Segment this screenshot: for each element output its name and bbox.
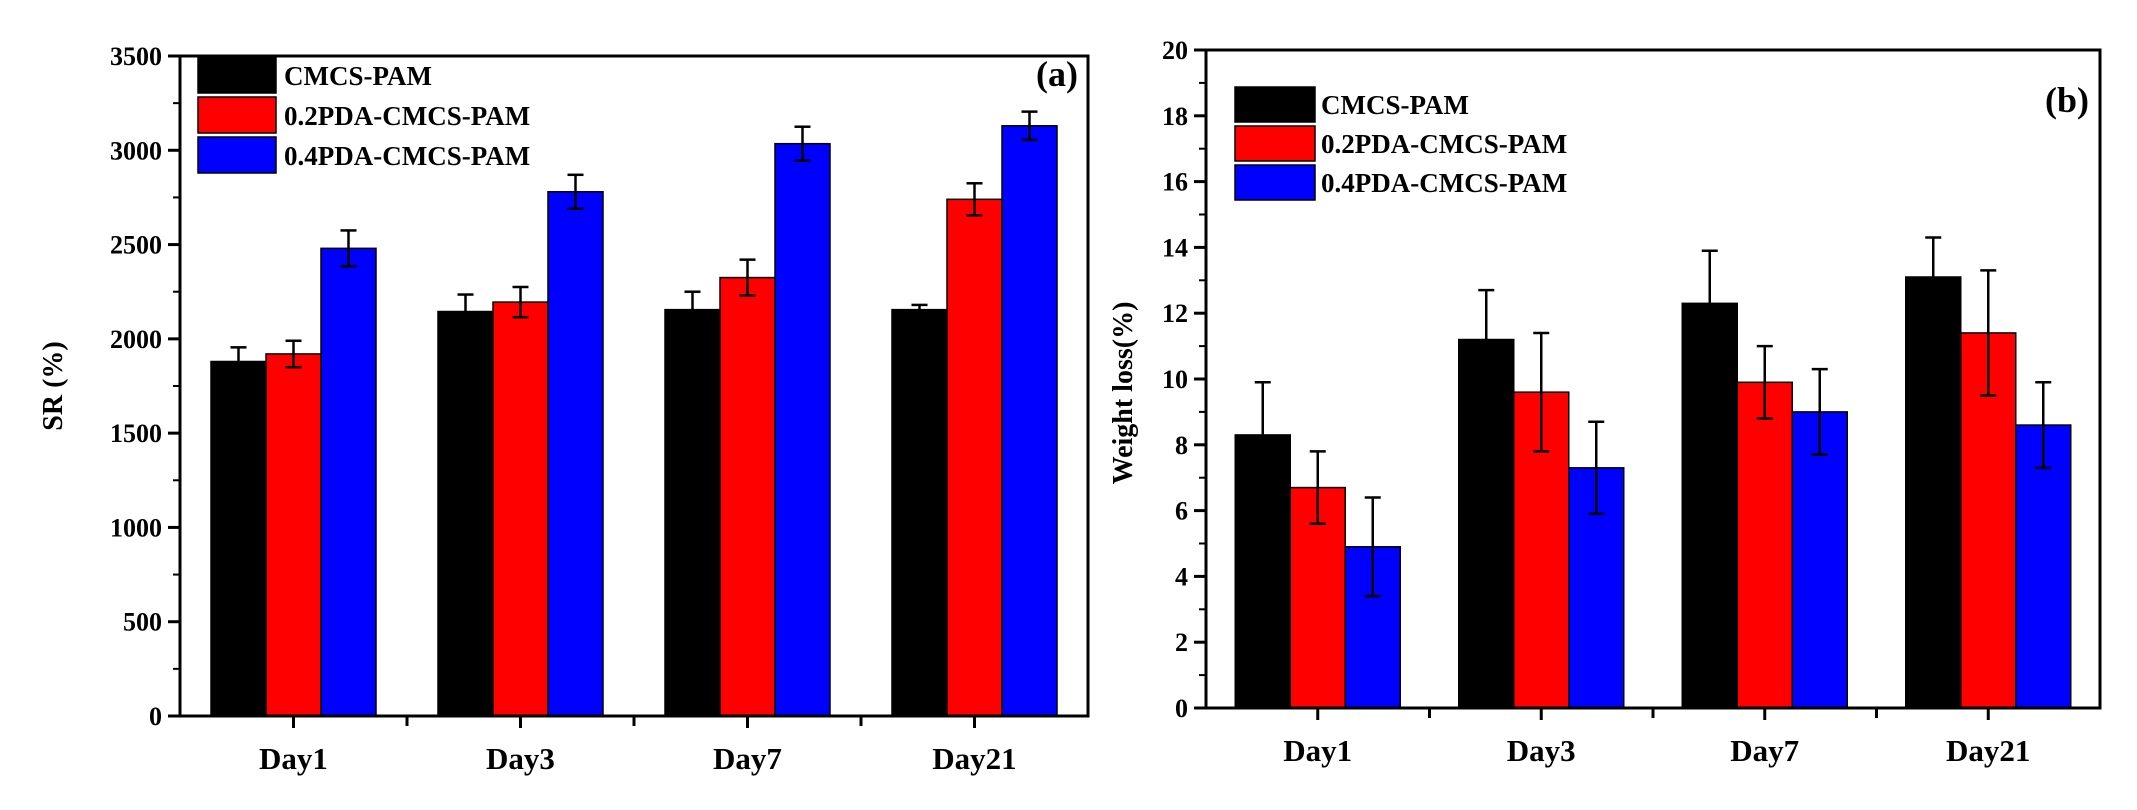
panel-a-error-bar-0.2pda-cmcs-pam-day21 — [966, 182, 983, 217]
legend-swatch-0 — [197, 56, 277, 94]
panel-b-error-bar-0.2pda-cmcs-pam-day3 — [1533, 331, 1550, 453]
panel-b-y-tick-label: 16 — [1162, 168, 1188, 197]
panel-a-y-tick-label: 1500 — [110, 419, 162, 448]
panel-a-bar-0.4pda-cmcs-pam-day1 — [320, 247, 377, 717]
panel-b-bar-cmcs-pam-day7 — [1681, 302, 1738, 709]
panel-b-error-bar-0.2pda-cmcs-pam-day1 — [1309, 450, 1326, 526]
panel-a-error-bar-0.4pda-cmcs-pam-day3 — [567, 173, 584, 210]
panel-b-error-bar-0.2pda-cmcs-pam-day7 — [1756, 344, 1773, 420]
panel-a-y-axis-label: SR (%) — [38, 341, 69, 430]
panel-b-y-axis-label: Weight loss(%) — [1108, 302, 1139, 485]
legend-label-2: 0.4PDA-CMCS-PAM — [1321, 168, 1567, 198]
panel-a-error-bar-0.2pda-cmcs-pam-day1 — [285, 339, 302, 369]
legend-swatch-2 — [1234, 164, 1316, 201]
panel-b-y-tick-label: 2 — [1175, 628, 1188, 657]
panel-b-y-tick-label: 12 — [1162, 299, 1188, 328]
panel-b-error-bar-cmcs-pam-day1 — [1254, 381, 1271, 489]
panel-b-x-category-label-day3: Day3 — [1507, 733, 1576, 768]
panel-b-y-tick-label: 10 — [1162, 365, 1188, 394]
panel-a-y-tick-label: 500 — [123, 608, 162, 637]
panel-a-error-bar-0.2pda-cmcs-pam-day7 — [739, 258, 756, 297]
panel-a-x-category-label-day7: Day7 — [713, 741, 782, 776]
panel-b-y-tick-label: 8 — [1175, 431, 1188, 460]
chart-panel-a: 0 500 1000 1500 2000 2500 3000 3500 Day1 Day3 Day7… — [38, 42, 1090, 776]
panel-a-error-bar-cmcs-pam-day3 — [457, 293, 474, 330]
panel-a-bar-0.2pda-cmcs-pam-day7 — [719, 276, 776, 717]
panel-a-error-bar-cmcs-pam-day1 — [230, 346, 247, 377]
legend-label-1: 0.2PDA-CMCS-PAM — [1321, 129, 1567, 159]
panel-a-bar-0.4pda-cmcs-pam-day3 — [547, 191, 604, 717]
panel-a-bar-0.2pda-cmcs-pam-day3 — [492, 301, 549, 717]
panel-a-error-bar-cmcs-pam-day7 — [684, 290, 701, 329]
panel-a-bar-0.2pda-cmcs-pam-day1 — [265, 353, 322, 717]
panel-a-bar-cmcs-pam-day7 — [664, 308, 721, 717]
panel-b-error-bar-0.4pda-cmcs-pam-day21 — [2035, 381, 2052, 470]
panel-a-panel-label: (a) — [1036, 54, 1078, 94]
panel-b-y-tick-label: 20 — [1162, 36, 1188, 65]
panel-b-error-bar-cmcs-pam-day3 — [1478, 288, 1495, 391]
panel-b-y-tick-label: 6 — [1175, 497, 1188, 526]
panel-a-legend: CMCS-PAM 0.2PDA-CMCS-PAM 0.4PDA-CMCS-PAM — [197, 56, 530, 174]
legend-label-1: 0.2PDA-CMCS-PAM — [284, 101, 530, 131]
panel-b-bar-0.2pda-cmcs-pam-day7 — [1736, 381, 1793, 709]
panel-b-error-bar-0.4pda-cmcs-pam-day3 — [1588, 420, 1605, 516]
panel-a-bar-0.4pda-cmcs-pam-day7 — [774, 142, 831, 717]
legend-swatch-2 — [197, 136, 277, 174]
legend-label-2: 0.4PDA-CMCS-PAM — [284, 141, 530, 171]
panel-a-y-tick-label: 2500 — [110, 231, 162, 260]
panel-b-error-bar-0.4pda-cmcs-pam-day7 — [1811, 367, 1828, 456]
panel-b-error-bar-cmcs-pam-day7 — [1701, 249, 1718, 358]
panel-b-error-bar-0.4pda-cmcs-pam-day1 — [1364, 496, 1381, 598]
panel-b-panel-label: (b) — [2045, 80, 2089, 120]
panel-a-x-category-label-day3: Day3 — [486, 741, 555, 776]
panel-a-error-bar-0.2pda-cmcs-pam-day3 — [512, 285, 529, 319]
panel-b-bar-cmcs-pam-day3 — [1458, 338, 1515, 709]
panel-a-y-tick-label: 3500 — [110, 42, 162, 71]
legend-label-0: CMCS-PAM — [1321, 90, 1469, 120]
panel-a-bar-cmcs-pam-day21 — [891, 308, 948, 717]
panel-a-error-bar-cmcs-pam-day21 — [911, 303, 928, 316]
chart-panel-b: 0 2 4 6 8 10 12 14 16 18 20 Day1 Day3 Day7 Day21 Weight… — [1108, 36, 2102, 768]
panel-b-y-tick-label: 4 — [1175, 562, 1188, 591]
panel-a-bar-0.2pda-cmcs-pam-day21 — [946, 198, 1003, 717]
panel-a-bar-cmcs-pam-day3 — [437, 310, 494, 717]
panel-a-y-tick-label: 3000 — [110, 136, 162, 165]
panel-a-error-bar-0.4pda-cmcs-pam-day1 — [340, 229, 357, 268]
panel-b-x-category-label-day7: Day7 — [1730, 733, 1799, 768]
panel-b-x-category-label-day1: Day1 — [1283, 733, 1352, 768]
panel-a-y-tick-label: 0 — [149, 702, 162, 731]
panel-b-legend: CMCS-PAM 0.2PDA-CMCS-PAM 0.4PDA-CMCS-PAM — [1234, 86, 1567, 201]
panel-a-error-bar-0.4pda-cmcs-pam-day7 — [794, 125, 811, 162]
legend-swatch-0 — [1234, 86, 1316, 123]
panel-b-x-category-label-day21: Day21 — [1946, 733, 2030, 768]
legend-label-0: CMCS-PAM — [284, 61, 432, 91]
panel-a-x-category-label-day1: Day1 — [259, 741, 328, 776]
panel-b-y-tick-label: 18 — [1162, 102, 1188, 131]
panel-b-y-tick-label: 0 — [1175, 694, 1188, 723]
legend-swatch-1 — [197, 96, 277, 134]
panel-b-y-tick-label: 14 — [1162, 233, 1188, 262]
panel-a-error-bar-0.4pda-cmcs-pam-day21 — [1021, 110, 1038, 142]
panel-b-bar-0.4pda-cmcs-pam-day7 — [1791, 411, 1848, 709]
panel-a-bar-0.4pda-cmcs-pam-day21 — [1001, 125, 1058, 717]
panel-a-bar-cmcs-pam-day1 — [210, 360, 267, 717]
panel-b-error-bar-0.2pda-cmcs-pam-day21 — [1980, 269, 1997, 397]
panel-a-x-category-label-day21: Day21 — [932, 741, 1016, 776]
panel-a-y-tick-label: 2000 — [110, 325, 162, 354]
legend-swatch-1 — [1234, 125, 1316, 162]
panel-b-bar-cmcs-pam-day21 — [1905, 276, 1962, 709]
panel-b-error-bar-cmcs-pam-day21 — [1925, 236, 1942, 318]
panel-a-y-tick-label: 1000 — [110, 513, 162, 542]
